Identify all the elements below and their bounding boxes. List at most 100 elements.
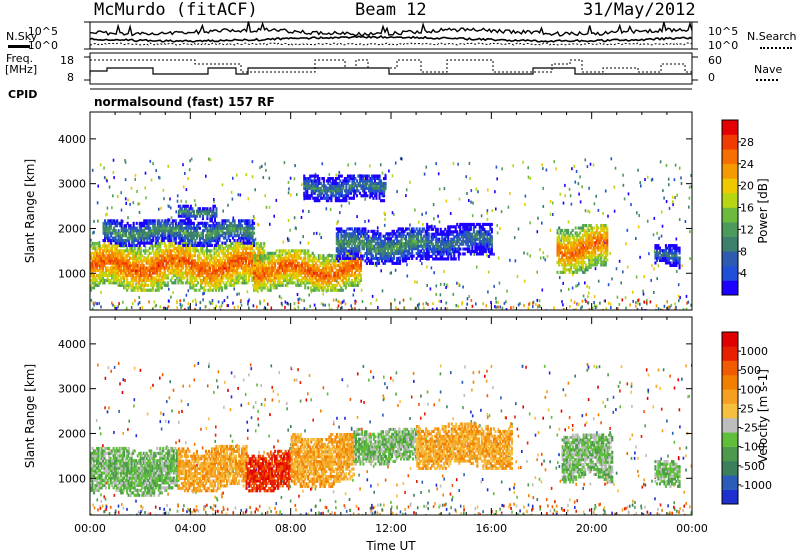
echo-cell [448, 225, 451, 229]
echo-cell [232, 229, 235, 233]
echo-cell [234, 281, 237, 285]
echo-cell [107, 229, 110, 233]
echo-cell [254, 264, 257, 268]
echo-cell [99, 244, 102, 248]
echo-cell [126, 273, 129, 277]
echo-cell [158, 221, 161, 225]
echo-cell [436, 237, 439, 241]
echo-cell [246, 281, 249, 285]
echo-cell [340, 271, 343, 275]
echo-cell [295, 273, 298, 277]
echo-cell [384, 247, 387, 251]
echo-cell [150, 278, 153, 282]
echo-cell [396, 252, 399, 256]
echo-cell [122, 231, 125, 235]
echo-cell [390, 252, 393, 256]
scatter-point [588, 286, 591, 290]
freq-unit-label: [MHz] [5, 63, 38, 76]
echo-cell [207, 249, 210, 253]
echo-cell [323, 281, 326, 285]
echo-cell [180, 273, 183, 277]
echo-cell [253, 266, 256, 270]
echo-cell [292, 271, 295, 275]
echo-cell [268, 273, 271, 277]
scatter-point [227, 203, 229, 207]
echo-cell [322, 283, 325, 287]
echo-cell [169, 259, 172, 263]
echo-cell [105, 251, 108, 255]
echo-cell [168, 224, 171, 228]
scatter-point [623, 197, 626, 201]
echo-cell [100, 269, 103, 273]
scatter-point [475, 302, 477, 306]
echo-cell [207, 243, 210, 247]
echo-cell [115, 264, 118, 268]
echo-cell [248, 236, 251, 240]
echo-cell [242, 259, 245, 263]
echo-cell [196, 254, 199, 258]
echo-cell [157, 283, 160, 287]
echo-cell [295, 276, 298, 280]
echo-cell [173, 219, 176, 223]
echo-cell [290, 254, 293, 258]
echo-cell [100, 264, 103, 268]
echo-cell [217, 254, 220, 258]
echo-cell [225, 256, 228, 260]
scatter-point [674, 302, 676, 306]
echo-cell [106, 266, 109, 270]
echo-cell [347, 266, 350, 270]
scatter-point [568, 287, 570, 291]
echo-cell [343, 234, 346, 238]
scatter-point [290, 193, 292, 197]
echo-cell [189, 269, 192, 273]
scatter-point [490, 300, 492, 304]
echo-cell [272, 276, 275, 280]
scatter-point [425, 301, 428, 305]
echo-cell [168, 244, 171, 248]
echo-cell [281, 269, 284, 273]
echo-cell [162, 271, 165, 275]
echo-cell [132, 286, 135, 290]
scatter-point [337, 220, 339, 224]
echo-cell [335, 264, 338, 268]
echo-cell [337, 227, 340, 231]
echo-cell [260, 254, 263, 258]
echo-cell [174, 239, 177, 243]
scatter-point [406, 274, 409, 278]
echo-cell [346, 242, 349, 246]
scatter-point [593, 301, 595, 304]
echo-cell [251, 244, 254, 248]
echo-cell [280, 281, 283, 285]
echo-cell [412, 237, 415, 241]
scatter-point [430, 266, 433, 270]
scatter-point [639, 302, 641, 306]
echo-cell [114, 266, 117, 270]
echo-cell [215, 221, 218, 225]
echo-cell [139, 251, 142, 255]
echo-cell [341, 247, 344, 251]
echo-cell [184, 281, 187, 285]
echo-cell [400, 249, 403, 253]
echo-cell [359, 232, 362, 236]
echo-cell [388, 244, 391, 248]
echo-cell [426, 237, 429, 241]
scatter-point [399, 157, 402, 161]
echo-cell [106, 249, 109, 253]
echo-cell [196, 273, 199, 277]
echo-cell [91, 256, 94, 260]
scatter-point [674, 196, 676, 200]
echo-cell [292, 269, 295, 273]
echo-cell [338, 276, 341, 280]
echo-cell [172, 261, 175, 265]
echo-cell [190, 264, 193, 268]
echo-cell [397, 239, 400, 243]
echo-cell [365, 261, 368, 265]
echo-cell [313, 273, 316, 277]
echo-cell [133, 278, 136, 282]
echo-cell [100, 259, 103, 263]
echo-cell [198, 259, 201, 263]
scatter-point [445, 199, 448, 203]
echo-cell [337, 273, 340, 277]
scatter-point [100, 290, 102, 294]
echo-cell [441, 247, 444, 251]
